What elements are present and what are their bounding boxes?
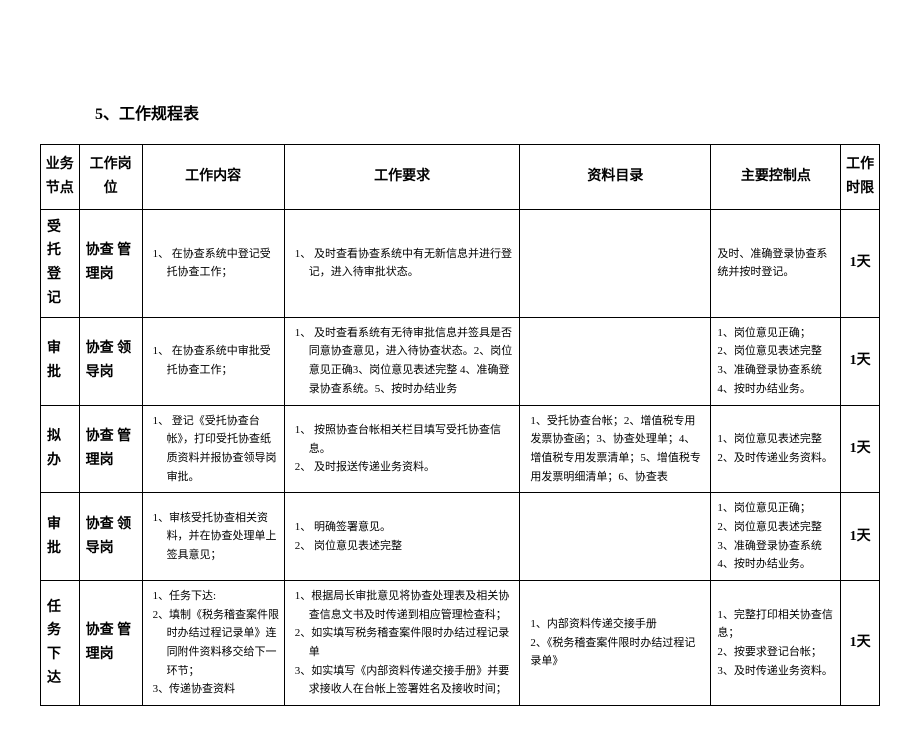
control-cell: 1、岗位意见正确；2、岗位意见表述完整3、准确登录协查系统4、按时办结业务。 (711, 493, 841, 581)
position-cell: 协查 管理岗 (79, 405, 142, 493)
control-cell: 1、完整打印相关协查信息；2、按要求登记台帐；3、及时传递业务资料。 (711, 581, 841, 706)
requirement-cell: 1、根据局长审批意见将协查处理表及相关协查信息文书及时传递到相应管理检查科；2、… (284, 581, 520, 706)
content-cell: 1、 在协查系统中登记受托协查工作； (142, 209, 284, 317)
control-cell: 及时、准确登录协查系统并按时登记。 (711, 209, 841, 317)
position-cell: 协查 领导岗 (79, 317, 142, 405)
table-row: 拟办协查 管理岗1、 登记《受托协查台帐》，打印受托协查纸质资料并报协查领导岗审… (41, 405, 880, 493)
node-cell: 审批 (41, 317, 80, 405)
table-row: 审批协查 领导岗1、审核受托协查相关资料，并在协查处理单上签具意见；1、 明确签… (41, 493, 880, 581)
section-title: 5、工作规程表 (95, 100, 880, 124)
header-row: 业务节点 工作岗位 工作内容 工作要求 资料目录 主要控制点 工作时限 (41, 145, 880, 210)
content-cell: 1、审核受托协查相关资料，并在协查处理单上签具意见； (142, 493, 284, 581)
time-cell: 1天 (841, 493, 880, 581)
time-cell: 1天 (841, 405, 880, 493)
time-cell: 1天 (841, 317, 880, 405)
header-materials: 资料目录 (520, 145, 711, 210)
materials-cell: 1、受托协查台帐；2、增值税专用发票协查函；3、协查处理单；4、增值税专用发票清… (520, 405, 711, 493)
header-position: 工作岗位 (79, 145, 142, 210)
header-content: 工作内容 (142, 145, 284, 210)
materials-cell (520, 209, 711, 317)
requirement-cell: 1、 及时查看协查系统中有无新信息并进行登记，进入待审批状态。 (284, 209, 520, 317)
node-cell: 任务下达 (41, 581, 80, 706)
header-time: 工作时限 (841, 145, 880, 210)
content-cell: 1、 登记《受托协查台帐》，打印受托协查纸质资料并报协查领导岗审批。 (142, 405, 284, 493)
node-cell: 审批 (41, 493, 80, 581)
table-row: 任务下达协查 管理岗1、任务下达:2、填制《税务稽查案件限时办结过程记录单》连同… (41, 581, 880, 706)
node-cell: 拟办 (41, 405, 80, 493)
position-cell: 协查 领导岗 (79, 493, 142, 581)
materials-cell (520, 493, 711, 581)
position-cell: 协查 管理岗 (79, 581, 142, 706)
page-container: 5、工作规程表 业务节点 工作岗位 工作内容 工作要求 资料目录 主要控制点 工… (0, 0, 920, 746)
time-cell: 1天 (841, 209, 880, 317)
materials-cell (520, 317, 711, 405)
requirement-cell: 1、 明确签署意见。2、 岗位意见表述完整 (284, 493, 520, 581)
procedure-table: 业务节点 工作岗位 工作内容 工作要求 资料目录 主要控制点 工作时限 受托登记… (40, 144, 880, 706)
time-cell: 1天 (841, 581, 880, 706)
header-node: 业务节点 (41, 145, 80, 210)
requirement-cell: 1、 按照协查台帐相关栏目填写受托协查信息。2、 及时报送传递业务资料。 (284, 405, 520, 493)
materials-cell: 1、内部资料传递交接手册2、《税务稽查案件限时办结过程记录单》 (520, 581, 711, 706)
table-row: 审批协查 领导岗1、 在协查系统中审批受托协查工作；1、 及时查看系统有无待审批… (41, 317, 880, 405)
control-cell: 1、岗位意见表述完整2、及时传递业务资料。 (711, 405, 841, 493)
position-cell: 协查 管理岗 (79, 209, 142, 317)
table-row: 受托登记协查 管理岗1、 在协查系统中登记受托协查工作；1、 及时查看协查系统中… (41, 209, 880, 317)
content-cell: 1、任务下达:2、填制《税务稽查案件限时办结过程记录单》连同附件资料移交给下一环… (142, 581, 284, 706)
node-cell: 受托登记 (41, 209, 80, 317)
content-cell: 1、 在协查系统中审批受托协查工作； (142, 317, 284, 405)
header-requirement: 工作要求 (284, 145, 520, 210)
control-cell: 1、岗位意见正确；2、岗位意见表述完整3、准确登录协查系统4、按时办结业务。 (711, 317, 841, 405)
header-control: 主要控制点 (711, 145, 841, 210)
requirement-cell: 1、 及时查看系统有无待审批信息并签具是否同意协查意见，进入待协查状态。2、岗位… (284, 317, 520, 405)
